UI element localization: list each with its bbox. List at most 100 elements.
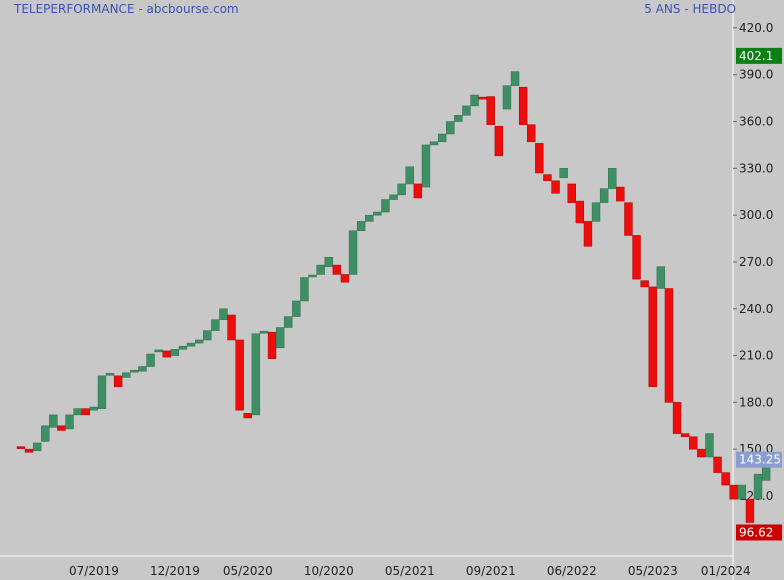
candle-down: [721, 472, 730, 486]
candle-up: [203, 330, 212, 341]
candle-down: [24, 448, 34, 453]
candle-up: [381, 199, 390, 213]
candle-up: [753, 473, 763, 500]
chart-title: TELEPERFORMANCE - abcbourse.com: [14, 2, 239, 16]
candle-down: [413, 183, 423, 199]
candle-up: [49, 414, 58, 428]
candle-up: [389, 194, 398, 200]
candle-up: [41, 425, 50, 442]
candle-up: [275, 327, 285, 349]
y-tick-label: 270.0: [739, 255, 773, 269]
candle-down: [543, 174, 552, 182]
candle-down: [527, 124, 536, 143]
candle-up: [559, 168, 568, 178]
x-tick-label: 09/2021: [466, 564, 516, 578]
x-tick-label: 05/2021: [385, 564, 435, 578]
candle-up: [178, 345, 188, 350]
candle-down: [340, 274, 350, 283]
candle-down: [713, 456, 722, 473]
candle-up: [462, 105, 471, 116]
y-tick-label: 210.0: [739, 349, 773, 363]
candle-up: [154, 349, 163, 353]
candle-down: [729, 484, 738, 500]
candle-up: [259, 330, 269, 334]
candle-down: [551, 180, 560, 194]
candle-down: [494, 125, 504, 157]
candle-up: [122, 372, 131, 378]
candle-down: [640, 280, 649, 288]
x-tick-label: 05/2020: [223, 564, 273, 578]
high-price-badge: [736, 47, 782, 64]
candle-up: [138, 366, 147, 372]
y-tick-label: 420.0: [739, 21, 773, 35]
candle-up: [324, 257, 333, 267]
candle-up: [502, 85, 512, 110]
candle-down: [162, 350, 171, 358]
candle-down: [583, 221, 593, 247]
candle-up: [292, 300, 301, 317]
candle-up: [737, 484, 747, 500]
candle-up: [170, 349, 180, 356]
y-tick-label: 300.0: [739, 208, 773, 222]
y-tick-label: 240.0: [739, 302, 773, 316]
candle-up: [437, 133, 447, 143]
candle-down: [243, 413, 252, 419]
candle-up: [470, 94, 479, 107]
candle-up: [194, 339, 204, 344]
y-tick-label: 180.0: [739, 395, 773, 409]
candle-up: [356, 221, 366, 231]
candle-down: [680, 433, 690, 437]
candle-up: [421, 144, 431, 188]
candle-up: [186, 342, 196, 347]
candle-up: [97, 375, 107, 409]
candle-down: [267, 331, 277, 359]
x-tick-label: 10/2020: [304, 564, 354, 578]
candle-down: [332, 264, 342, 275]
candle-up: [510, 71, 520, 86]
candle-up: [146, 353, 155, 367]
candle-up: [405, 166, 414, 185]
candle-down: [478, 96, 487, 100]
period-label: 5 ANS - HEBDO: [644, 2, 736, 16]
candle-up: [211, 319, 220, 331]
candle-up: [429, 141, 439, 146]
candle-down: [616, 186, 625, 202]
candle-down: [575, 200, 585, 224]
candle-up: [446, 121, 455, 135]
candle-down: [227, 314, 236, 341]
candle-down: [535, 143, 544, 174]
candle-up: [599, 188, 609, 203]
candle-up: [89, 406, 99, 411]
candle-down: [697, 448, 706, 458]
candle-up: [308, 274, 317, 278]
x-tick-label: 12/2019: [150, 564, 200, 578]
candle-up: [300, 277, 309, 302]
candle-up: [373, 211, 382, 216]
candle-up: [219, 308, 228, 320]
y-tick-label: 330.0: [739, 161, 773, 175]
candle-up: [284, 316, 293, 328]
candle-up: [65, 414, 74, 430]
candle-up: [251, 333, 261, 416]
candle-down: [689, 436, 698, 450]
candle-up: [365, 214, 374, 222]
candle-down: [624, 202, 633, 236]
low-price-badge: [736, 524, 782, 541]
x-tick-label: 05/2023: [628, 564, 678, 578]
candle-up: [454, 115, 463, 122]
x-tick-label: 01/2024: [701, 564, 751, 578]
candle-down: [518, 86, 528, 125]
candle-down: [81, 408, 90, 416]
candle-up: [705, 433, 714, 458]
candle-down: [16, 446, 26, 449]
candle-up: [105, 373, 115, 376]
candle-up: [348, 230, 358, 275]
candle-up: [608, 168, 617, 189]
candle-down: [632, 235, 641, 280]
candle-down: [664, 288, 674, 403]
last-price-badge-label: 143.25: [739, 453, 781, 467]
low-price-badge-label: 96.62: [739, 525, 773, 539]
y-tick-label: 390.0: [739, 68, 773, 82]
